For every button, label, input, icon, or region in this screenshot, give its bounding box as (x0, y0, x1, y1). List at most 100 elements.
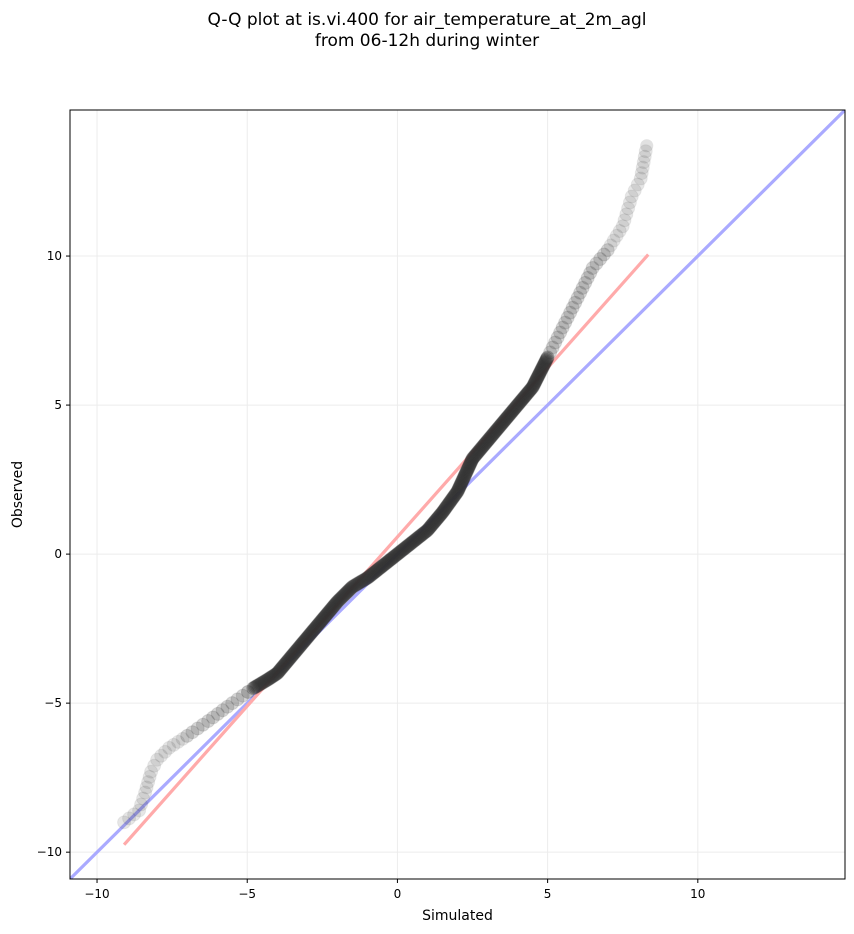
quantile-point (338, 586, 353, 601)
quantile-point (269, 667, 284, 682)
quantile-point (555, 320, 570, 335)
quantile-point (376, 558, 391, 573)
quantile-point (336, 588, 351, 603)
quantile-point (477, 438, 492, 453)
quantile-point (453, 476, 468, 491)
x-tick-label: 10 (690, 887, 705, 901)
quantile-point (295, 636, 310, 651)
quantile-point (180, 728, 195, 743)
quantile-point (276, 658, 291, 673)
quantile-point (262, 671, 277, 686)
quantile-point (522, 383, 537, 398)
quantile-point (249, 679, 264, 694)
quantile-point (450, 484, 465, 499)
quantile-point (354, 574, 369, 589)
quantile-point (492, 420, 507, 435)
y-axis-label: Observed (10, 461, 26, 528)
quantile-point (395, 542, 410, 557)
quantile-point (141, 775, 156, 790)
quantile-point (437, 501, 452, 516)
quantile-point (359, 571, 374, 586)
quantile-point (210, 706, 225, 721)
quantile-point (495, 415, 510, 430)
quantile-point (615, 219, 630, 234)
quantile-point (533, 364, 548, 379)
quantile-point (484, 429, 499, 444)
quantile-point (458, 466, 473, 481)
quantile-point (479, 434, 494, 449)
quantile-point (270, 666, 285, 681)
quantile-point (387, 549, 402, 564)
quantile-point (464, 452, 479, 467)
quantile-point (305, 624, 320, 639)
quantile-point (281, 652, 296, 667)
quantile-point (138, 785, 153, 800)
quantile-point (455, 473, 470, 488)
quantile-point (420, 523, 435, 538)
quantile-point (452, 480, 467, 495)
quantile-point (528, 373, 543, 388)
quantile-point (633, 171, 648, 186)
quantile-point (429, 512, 444, 527)
quantile-point (310, 617, 325, 632)
quantile-point (493, 418, 508, 433)
quantile-point (442, 496, 457, 511)
quantile-point (345, 579, 360, 594)
quantile-point (470, 445, 485, 460)
y-tick-label: 5 (54, 398, 62, 412)
quantile-point (333, 591, 348, 606)
quantile-point (290, 642, 305, 657)
quantile-point (407, 533, 422, 548)
quantile-point (523, 382, 538, 397)
quantile-point (162, 740, 177, 755)
quantile-point (264, 670, 279, 685)
reference-line-1 (70, 110, 845, 879)
quantile-point (284, 649, 299, 664)
y-tick-label: 10 (47, 249, 62, 263)
y-tick-label: 0 (54, 547, 62, 561)
quantile-point (421, 522, 436, 537)
quantile-point (278, 656, 293, 671)
quantile-point (536, 359, 551, 374)
x-tick-label: −5 (238, 887, 256, 901)
quantile-point (430, 511, 445, 526)
quantile-point (279, 654, 294, 669)
quantile-point (580, 270, 595, 285)
quantile-point (474, 441, 489, 456)
quantile-point (636, 155, 651, 170)
quantile-point (525, 380, 540, 395)
quantile-point (507, 401, 522, 416)
quantile-point (417, 525, 432, 540)
quantile-point (272, 663, 287, 678)
quantile-point (301, 629, 316, 644)
quantile-point (271, 665, 286, 680)
quantile-point (230, 692, 245, 707)
quantile-point (609, 228, 624, 243)
quantile-point (357, 572, 372, 587)
quantile-point (428, 513, 443, 528)
quantile-point (402, 537, 417, 552)
quantile-point (526, 378, 541, 393)
quantile-point (485, 427, 500, 442)
quantile-point (578, 275, 593, 290)
y-tick-label: −10 (37, 845, 62, 859)
quantile-point (477, 437, 492, 452)
quantile-point (463, 455, 478, 470)
quantile-point (478, 435, 493, 450)
y-tick-label: −5 (44, 696, 62, 710)
quantile-point (355, 573, 370, 588)
quantile-point (553, 325, 568, 340)
quantile-point (513, 394, 528, 409)
quantile-point (453, 478, 468, 493)
quantile-point (456, 470, 471, 485)
x-tick-label: −10 (84, 887, 109, 901)
quantile-point (331, 593, 346, 608)
quantile-point (538, 355, 553, 370)
quantile-point (304, 625, 319, 640)
quantile-point (201, 714, 216, 729)
quantile-point (408, 532, 423, 547)
quantile-point (286, 647, 301, 662)
quantile-point (570, 290, 585, 305)
quantile-point (565, 300, 580, 315)
quantile-point (158, 744, 173, 759)
